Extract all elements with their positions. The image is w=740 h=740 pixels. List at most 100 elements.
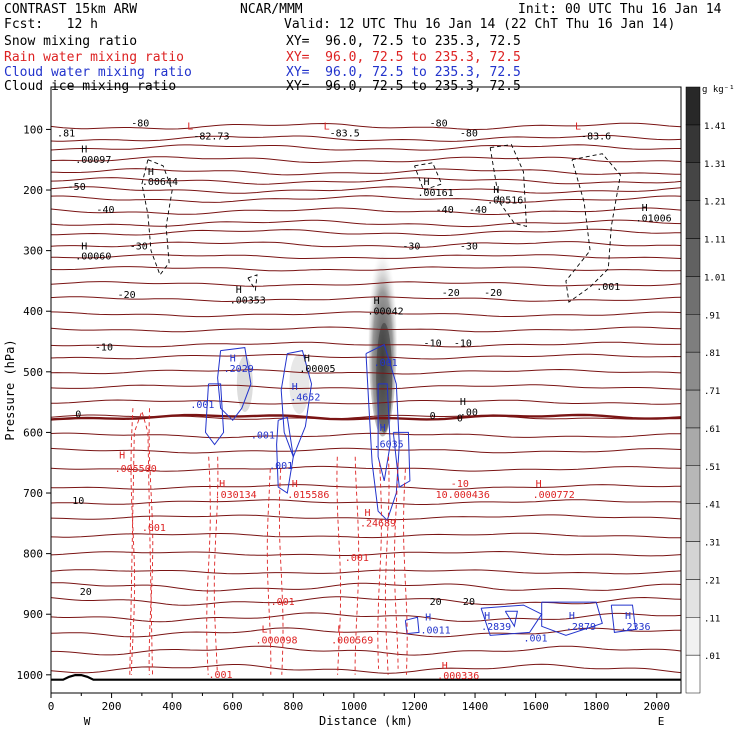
isotherm-line — [50, 134, 682, 142]
field-snow-xy: XY= 96.0, 72.5 to 235.3, 72.5 — [286, 34, 521, 49]
x-tick-label: 1200 — [401, 700, 428, 713]
cloud-water-contour — [204, 383, 225, 446]
contour-label: -10 — [451, 479, 469, 490]
colorbar-label: .71 — [704, 387, 720, 397]
cloud-water-contour — [392, 431, 411, 488]
colorbar-segment — [685, 579, 701, 618]
colorbar-label: .01 — [704, 652, 720, 662]
x-tick-label: 1000 — [341, 700, 368, 713]
contour-label: H — [569, 611, 575, 622]
colorbar-label: .91 — [704, 311, 720, 321]
colorbar-label: 1.01 — [704, 273, 726, 283]
colorbar-label: .41 — [704, 501, 720, 511]
contour-label: .00161 — [417, 188, 453, 199]
model-title: CONTRAST 15km ARW — [4, 2, 138, 17]
contour-label: .001 — [374, 358, 398, 369]
isotherm-line — [50, 177, 682, 185]
contour-label: -83.6 — [581, 132, 611, 143]
y-tick-label: 200 — [23, 184, 43, 197]
contour-label: -10 — [424, 338, 442, 349]
colorbar-segment — [685, 389, 701, 429]
y-tick-label: 700 — [23, 487, 43, 500]
contour-label: H — [484, 611, 490, 622]
contour-label: H — [536, 479, 542, 490]
contour-label: H — [380, 423, 386, 434]
isotherm-line — [50, 281, 682, 287]
contour-label: .00 — [460, 407, 478, 418]
contour-label: -80 — [460, 129, 478, 140]
colorbar: .01 .11 .21 .31 .41 .51 .61 .71 .81 .91 1.01 1.11 1.… — [685, 85, 735, 694]
y-tick-label: 800 — [23, 548, 43, 561]
contour-label: H — [425, 612, 431, 623]
contour-label: H — [236, 285, 242, 296]
contour-label: -50 — [68, 182, 86, 193]
contour-label: H — [292, 479, 298, 490]
x-tick-label: 800 — [283, 700, 303, 713]
contour-label: .000336 — [437, 671, 479, 682]
contour-label: .24689 — [360, 518, 396, 529]
init-time: Init: 00 UTC Thu 16 Jan 14 — [518, 2, 722, 17]
isotherm-line — [50, 219, 682, 228]
snow-patch-2 — [289, 353, 310, 414]
isotherm-line — [50, 266, 682, 272]
contour-label: H — [642, 203, 648, 214]
contour-label: .000569 — [331, 635, 373, 646]
isotherm-line — [50, 156, 682, 163]
contour-label: .00005 — [299, 364, 335, 375]
cloud-water-contour — [276, 416, 294, 494]
colorbar-segment — [685, 314, 701, 353]
rain-water-contour — [354, 456, 360, 675]
contour-label: L — [337, 624, 343, 635]
colorbar-segment — [685, 503, 701, 542]
contour-label: .001 — [269, 461, 293, 472]
contour-label: 20 — [430, 597, 442, 608]
forecast-hour: Fcst: 12 h — [4, 17, 98, 32]
ground-surface — [51, 673, 681, 681]
contour-label: -80 — [430, 118, 448, 129]
contour-label: 0 — [75, 409, 81, 420]
contour-label: .2029 — [224, 364, 254, 375]
colorbar-label: .51 — [704, 463, 720, 473]
contour-label: .000772 — [533, 490, 575, 501]
rain-water-contour — [394, 462, 399, 669]
cloud-water-contour — [504, 610, 519, 628]
rain-water-contours — [129, 408, 408, 675]
contour-label: -20 — [484, 288, 502, 299]
isotherm-line — [50, 582, 682, 592]
colorbar-label: 1.41 — [704, 122, 726, 132]
contour-label: H — [81, 241, 87, 252]
isotherm-line — [50, 144, 681, 151]
isotherm-line — [51, 254, 682, 259]
field-snow-label: Snow mixing ratio — [4, 34, 138, 49]
y-tick-label: 1000 — [17, 669, 44, 682]
contour-label: .00097 — [75, 155, 111, 166]
contour-label: .001 — [596, 282, 620, 293]
isotherm-line — [50, 447, 682, 454]
contour-label: -20 — [118, 290, 136, 301]
contour-label: H — [493, 185, 499, 196]
contour-label: H — [81, 144, 87, 155]
contour-label: 0 — [430, 411, 436, 422]
contour-label: H — [442, 661, 448, 672]
center-label: NCAR/MMM — [240, 2, 303, 17]
rain-water-contour — [278, 468, 284, 675]
contour-label: .6035 — [374, 440, 404, 451]
isotherm-line — [50, 384, 682, 390]
rain-water-contour — [206, 456, 211, 675]
isotherm-line — [50, 514, 682, 521]
contour-label: .001 — [190, 400, 214, 411]
contour-label: H — [292, 382, 298, 393]
colorbar-segment — [685, 238, 701, 277]
contour-label: 10 — [72, 496, 84, 507]
contour-label: -83.5 — [330, 129, 360, 140]
temperature-isotherms — [50, 122, 682, 674]
cloud-ice-contours — [141, 144, 621, 303]
contour-label: H — [219, 479, 225, 490]
cloud-water-contour — [541, 601, 603, 636]
y-tick-label: 500 — [23, 366, 43, 379]
contour-label: .015586 — [287, 490, 329, 501]
x-tick-label: 400 — [162, 700, 182, 713]
cloud-ice-contour — [247, 274, 258, 292]
cloud-ice-contour — [565, 153, 621, 303]
